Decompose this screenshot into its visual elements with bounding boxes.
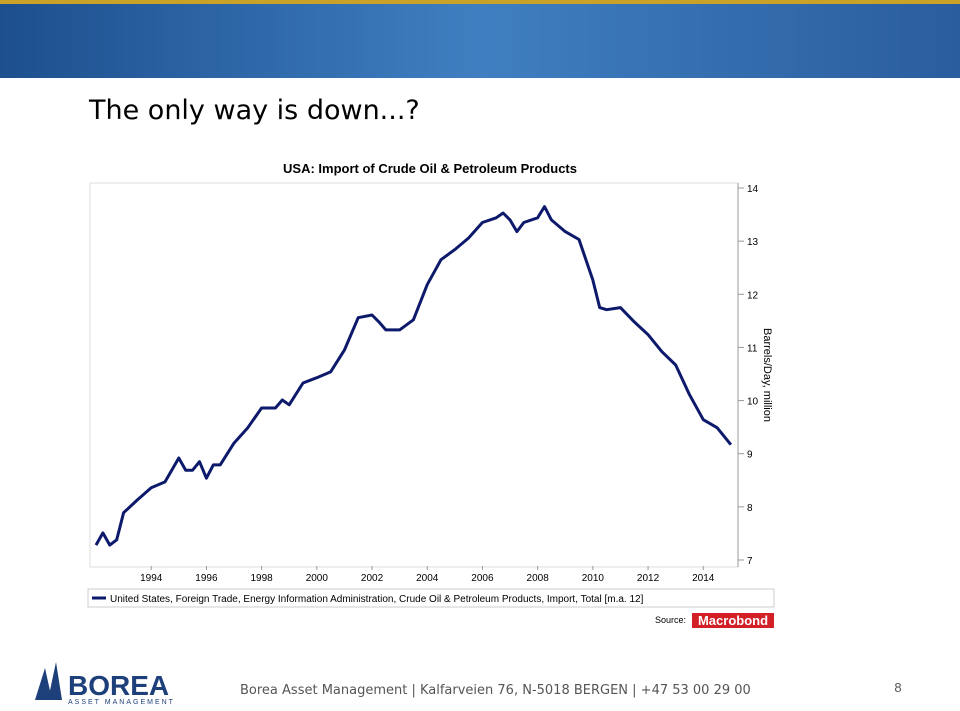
- x-tick-label: 2000: [306, 573, 329, 584]
- slide-title: The only way is down...?: [88, 95, 420, 126]
- y-tick-label: 7: [747, 556, 753, 567]
- logo-name: BOREA: [68, 670, 169, 701]
- x-tick-label: 2012: [637, 573, 660, 584]
- logo-mark: [35, 662, 62, 700]
- x-tick-label: 2008: [527, 573, 550, 584]
- source-logo-box: [692, 613, 774, 628]
- x-tick-label: 1998: [250, 573, 273, 584]
- y-tick-label: 9: [747, 450, 753, 461]
- company-logo: BOREA ASSET MANAGEMENT: [35, 662, 175, 706]
- legend-box: [87, 588, 775, 608]
- legend-label: United States, Foreign Trade, Energy Inf…: [110, 594, 644, 605]
- y-tick-label: 13: [747, 237, 759, 248]
- chart-title: USA: Import of Crude Oil & Petroleum Pro…: [283, 161, 577, 176]
- x-tick-label: 2014: [692, 573, 715, 584]
- header-banner: [0, 0, 960, 78]
- x-tick-label: 2002: [361, 573, 384, 584]
- x-tick-label: 2004: [416, 573, 439, 584]
- y-tick-label: 8: [747, 503, 753, 514]
- x-tick-label: 1996: [195, 573, 218, 584]
- source-name: Macrobond: [698, 613, 768, 628]
- source-label: Source:: [655, 615, 686, 625]
- y-tick-label: 10: [747, 397, 759, 408]
- y-tick-label: 12: [747, 290, 759, 301]
- x-tick-label: 2010: [582, 573, 605, 584]
- y-tick-label: 11: [747, 343, 758, 354]
- page-number: 8: [894, 680, 901, 695]
- y-tick-label: 14: [747, 184, 759, 195]
- x-tick-label: 1994: [140, 573, 163, 584]
- plot-frame: [89, 182, 739, 568]
- y-axis-title: Barrels/Day, million: [761, 328, 773, 422]
- header-stripe: [0, 0, 960, 4]
- footer-text: Borea Asset Management | Kalfarveien 76,…: [240, 683, 751, 698]
- logo-tagline: ASSET MANAGEMENT: [68, 699, 175, 706]
- data-line: [94, 205, 733, 547]
- x-tick-label: 2006: [471, 573, 494, 584]
